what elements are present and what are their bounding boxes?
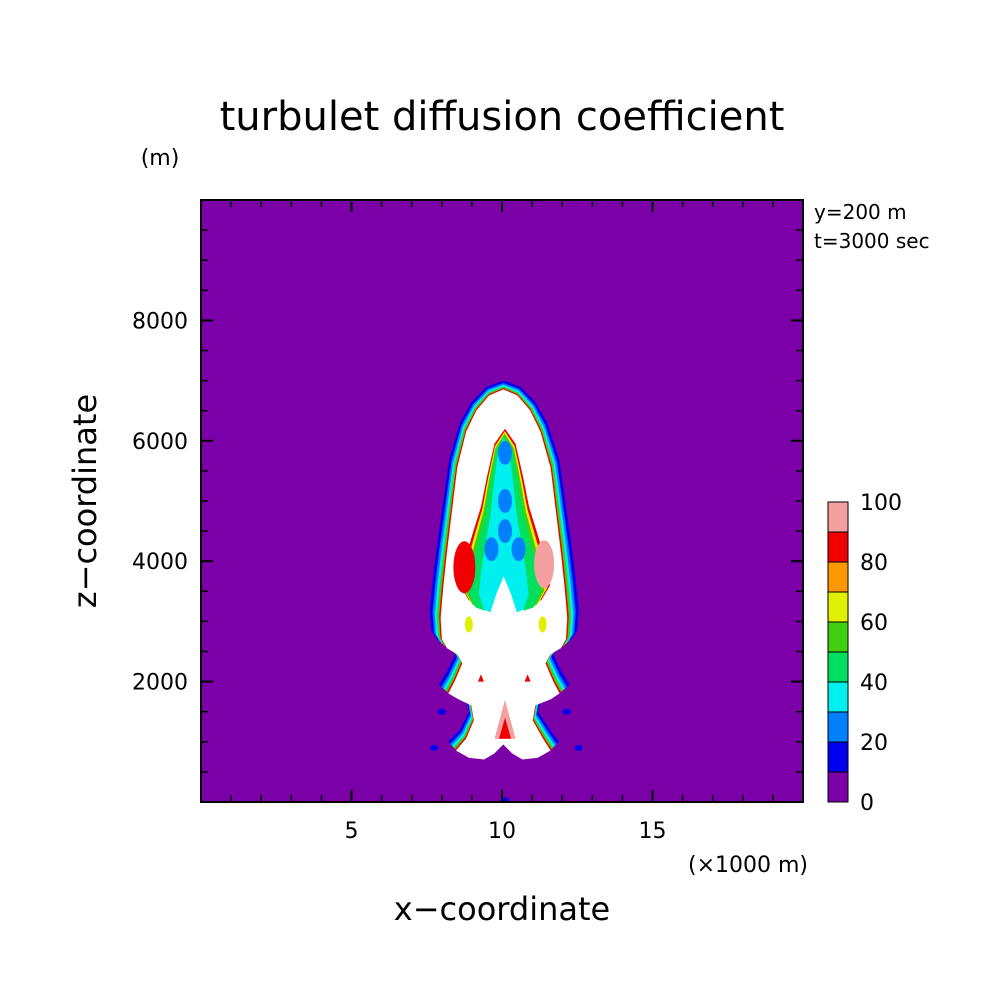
y-tick-label: 6000 bbox=[132, 430, 188, 455]
x-axis-ticks: 5 10 15 bbox=[230, 200, 774, 844]
low-cell bbox=[498, 440, 513, 465]
edge-blob bbox=[453, 541, 476, 594]
y-axis-ticks: 2000 4000 6000 8000 bbox=[132, 229, 803, 773]
annotation-t: t=3000 sec bbox=[814, 229, 930, 253]
x-tick-label: 10 bbox=[488, 819, 516, 844]
low-cell bbox=[498, 489, 513, 513]
edge-blob bbox=[538, 616, 547, 633]
edge-blob bbox=[464, 616, 473, 633]
colorbar-swatch bbox=[827, 621, 849, 653]
y-unit-label: (m) bbox=[141, 146, 180, 171]
colorbar: 0 20 40 60 80 100 bbox=[827, 491, 902, 816]
base-spike bbox=[498, 717, 512, 739]
colorbar-swatch bbox=[827, 501, 849, 533]
x-tick-label: 15 bbox=[639, 819, 667, 844]
y-axis-label: z−coordinate bbox=[66, 394, 104, 608]
y-tick-label: 8000 bbox=[132, 309, 188, 334]
chart-title: turbulet diffusion coefficient bbox=[220, 94, 785, 140]
colorbar-swatch bbox=[827, 651, 849, 683]
colorbar-label: 80 bbox=[860, 551, 888, 576]
low-dot bbox=[574, 744, 583, 751]
y-tick-label: 2000 bbox=[132, 671, 188, 696]
edge-blob bbox=[534, 540, 555, 589]
edge-blob bbox=[477, 674, 484, 682]
colorbar-label: 40 bbox=[860, 671, 888, 696]
low-dot bbox=[430, 744, 439, 751]
low-cell bbox=[484, 537, 499, 562]
x-unit-label: (×1000 m) bbox=[688, 853, 808, 878]
low-cell bbox=[498, 519, 513, 544]
plot-area bbox=[201, 200, 803, 802]
low-dot bbox=[437, 708, 446, 715]
colorbar-swatch bbox=[827, 561, 849, 593]
colorbar-swatch bbox=[827, 531, 849, 563]
y-tick-label: 4000 bbox=[132, 550, 188, 575]
colorbar-label: 20 bbox=[860, 731, 888, 756]
colorbar-label: 100 bbox=[860, 491, 902, 516]
plume-contours bbox=[429, 380, 583, 802]
colorbar-swatch bbox=[827, 681, 849, 713]
colorbar-label: 0 bbox=[860, 791, 874, 816]
x-tick-label: 5 bbox=[345, 819, 359, 844]
edge-blob bbox=[524, 674, 531, 682]
colorbar-label: 60 bbox=[860, 611, 888, 636]
low-dot bbox=[501, 797, 510, 802]
low-cell bbox=[511, 537, 526, 562]
low-dot bbox=[562, 708, 571, 715]
x-axis-label: x−coordinate bbox=[394, 890, 610, 928]
annotation-y: y=200 m bbox=[814, 200, 907, 224]
colorbar-swatch bbox=[827, 711, 849, 743]
colorbar-swatch bbox=[827, 591, 849, 623]
colorbar-swatch bbox=[827, 771, 849, 803]
colorbar-swatch bbox=[827, 741, 849, 773]
